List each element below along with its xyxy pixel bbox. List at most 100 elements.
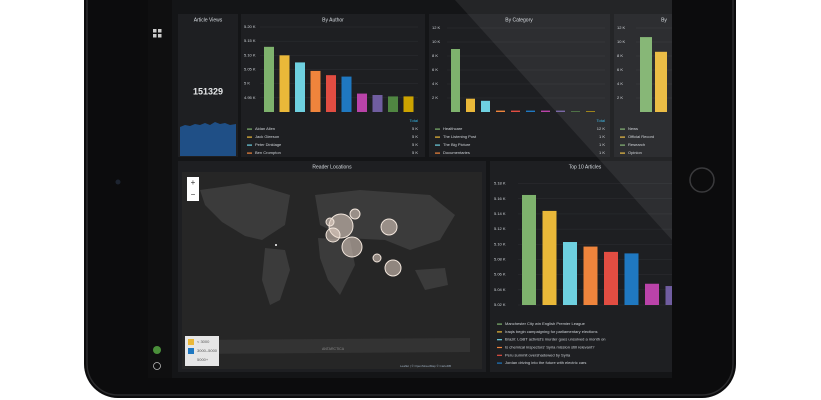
zoom-in-button[interactable] bbox=[187, 177, 199, 189]
legend-label: Documentaries bbox=[443, 150, 470, 155]
y-tick-label: 5.10 K bbox=[244, 52, 256, 57]
y-tick-label: 10 K bbox=[617, 39, 626, 44]
legend-swatch bbox=[497, 339, 502, 341]
y-tick-label: 5.04 K bbox=[494, 287, 506, 292]
bar bbox=[357, 93, 367, 112]
bar bbox=[522, 194, 536, 305]
bar bbox=[665, 286, 672, 305]
legend-label: Healthcare bbox=[443, 126, 463, 131]
panel-title: Top 10 Articles bbox=[569, 164, 602, 170]
y-tick-label: 5.15 K bbox=[244, 38, 256, 43]
legend-total: 1 K bbox=[599, 150, 605, 155]
legend-label: Ben Crompton bbox=[255, 150, 281, 155]
map[interactable] bbox=[182, 172, 482, 369]
y-tick-label: 4.95 K bbox=[244, 95, 256, 100]
map-attribution: Leaflet | © OpenStreetMap © CartoDB bbox=[400, 364, 451, 368]
map-legend-label: < 3000 bbox=[197, 339, 210, 344]
legend-label: Jack Gleeson bbox=[255, 134, 279, 139]
panel-title: Reader Locations bbox=[312, 164, 352, 170]
y-tick-label: 8 K bbox=[617, 53, 623, 58]
bar bbox=[645, 283, 659, 305]
map-legend-swatch bbox=[188, 357, 194, 363]
map-legend-label: 3000–5000 bbox=[197, 348, 218, 353]
bar bbox=[326, 75, 336, 112]
legend-label: Manchester City win English Premier Leag… bbox=[505, 321, 586, 326]
legend-label: Peter Dinklage bbox=[255, 142, 282, 147]
bar bbox=[526, 110, 535, 112]
legend-label: The Big Picture bbox=[443, 142, 471, 147]
legend-swatch bbox=[620, 144, 625, 146]
screen: Article Views 151329 By Author By Catego… bbox=[148, 0, 672, 378]
bar bbox=[511, 110, 520, 112]
y-tick-label: 5.06 K bbox=[494, 272, 506, 277]
legend-label: Aidan Allen bbox=[255, 126, 275, 131]
sidebar bbox=[148, 0, 172, 378]
bar bbox=[466, 98, 475, 112]
y-tick-label: 12 K bbox=[617, 25, 626, 30]
bar bbox=[295, 62, 305, 112]
panel bbox=[490, 161, 672, 372]
legend-swatch bbox=[435, 152, 440, 154]
user-avatar[interactable] bbox=[153, 346, 161, 354]
bar bbox=[556, 110, 565, 112]
legend-total: 5 K bbox=[412, 134, 418, 139]
bar bbox=[571, 111, 580, 112]
legend-swatch bbox=[620, 136, 625, 138]
legend-label: Iraqis begin campaigning for parliamenta… bbox=[505, 329, 598, 334]
bar bbox=[264, 46, 274, 113]
legend-swatch bbox=[435, 136, 440, 138]
legend-header: Total bbox=[597, 118, 606, 123]
y-tick-label: 6 K bbox=[432, 67, 438, 72]
map-label: ANTARCTICA bbox=[322, 347, 345, 351]
camera bbox=[115, 179, 121, 185]
bar bbox=[341, 76, 352, 112]
y-tick-label: 5 K bbox=[244, 81, 250, 86]
legend-label: Opinion bbox=[628, 150, 642, 155]
y-tick-label: 10 K bbox=[432, 39, 441, 44]
legend-label: Is chemical inspectors' Syria mission st… bbox=[505, 344, 595, 349]
y-tick-label: 2 K bbox=[617, 95, 623, 100]
legend-swatch bbox=[497, 346, 502, 349]
panel-title: By Category bbox=[505, 17, 533, 23]
bar bbox=[372, 95, 383, 112]
panel-title: Article Views bbox=[194, 17, 223, 23]
bar bbox=[604, 251, 618, 305]
zoom-out-button[interactable] bbox=[187, 189, 199, 201]
legend-label: Official Record bbox=[628, 134, 654, 139]
y-tick-label: 4 K bbox=[617, 81, 623, 86]
stat-value: 151329 bbox=[193, 86, 223, 96]
bar bbox=[279, 55, 290, 112]
bar bbox=[542, 210, 557, 305]
legend-total: 12 K bbox=[597, 126, 606, 131]
bar bbox=[403, 96, 414, 112]
dashboard-icon[interactable] bbox=[153, 29, 162, 38]
bar bbox=[310, 70, 321, 112]
legend-swatch bbox=[620, 152, 625, 154]
legend-label: News bbox=[628, 126, 638, 131]
bar bbox=[388, 96, 398, 112]
map-legend-label: 5000+ bbox=[197, 357, 209, 362]
legend-swatch bbox=[247, 128, 252, 130]
zoom-in[interactable]: + bbox=[191, 178, 196, 187]
legend-swatch bbox=[247, 136, 252, 138]
y-tick-label: 8 K bbox=[432, 53, 438, 58]
y-tick-label: 5.08 K bbox=[494, 257, 506, 262]
legend-total: 5 K bbox=[412, 142, 418, 147]
zoom-out[interactable]: − bbox=[191, 190, 196, 199]
legend-swatch bbox=[497, 354, 502, 356]
legend-swatch bbox=[247, 144, 252, 146]
bar bbox=[586, 111, 595, 112]
help-icon[interactable] bbox=[153, 362, 161, 370]
y-tick-label: 5.12 K bbox=[494, 226, 506, 231]
y-tick-label: 5.18 K bbox=[494, 181, 506, 186]
bar bbox=[481, 100, 490, 112]
bar bbox=[640, 37, 652, 112]
legend-header: Total bbox=[410, 118, 419, 123]
y-tick-label: 5.16 K bbox=[494, 196, 506, 201]
legend-total: 1 K bbox=[599, 134, 605, 139]
bar bbox=[541, 110, 550, 112]
bar bbox=[451, 49, 460, 112]
legend-swatch bbox=[497, 323, 502, 325]
home-button[interactable] bbox=[689, 167, 715, 193]
